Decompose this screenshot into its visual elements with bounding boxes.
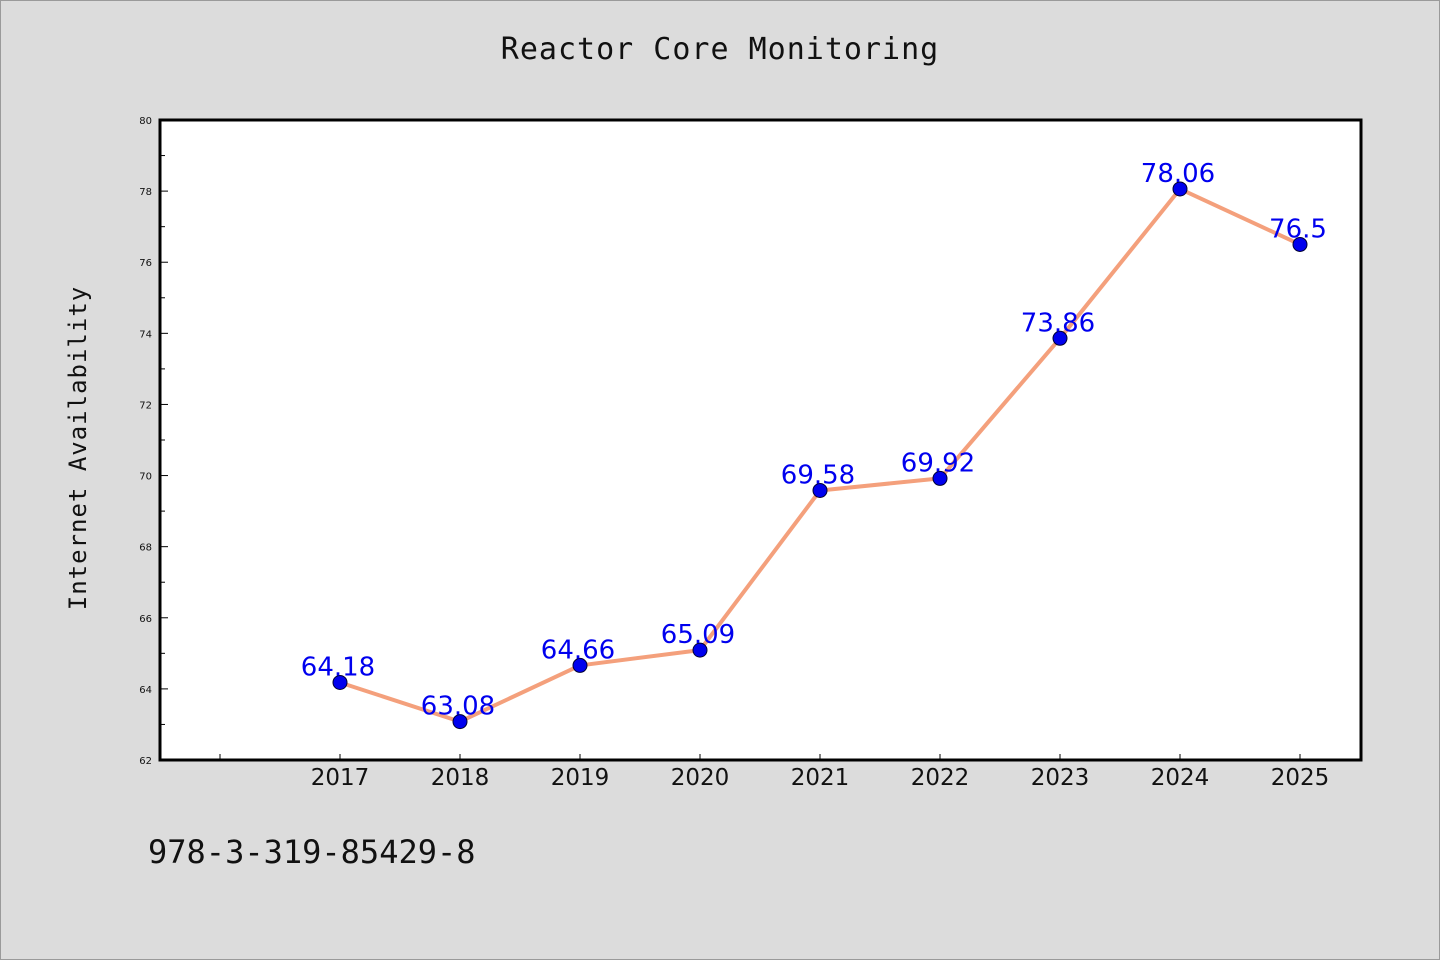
x-tick-label: 2021 <box>791 765 850 791</box>
data-point <box>1052 330 1068 346</box>
chart-title: Reactor Core Monitoring <box>500 32 940 67</box>
y-tick-label: 70 <box>139 472 152 483</box>
y-tick-label: 64 <box>139 685 152 696</box>
y-tick-label: 74 <box>139 329 152 340</box>
data-point <box>332 674 348 690</box>
x-tick-label: 2025 <box>1271 765 1330 791</box>
data-point <box>572 657 588 673</box>
x-tick-label: 2019 <box>551 765 610 791</box>
x-tick-label: 2023 <box>1031 765 1090 791</box>
data-label: 69.58 <box>781 460 855 490</box>
plot-area <box>158 118 1363 762</box>
data-label: 76.5 <box>1269 214 1327 244</box>
y-axis-label: Internet Availability <box>64 286 92 610</box>
x-axis: 2017 2018 2019 2020 2021 2022 2023 2024 2025 <box>219 754 1330 791</box>
y-tick-label: 68 <box>139 543 152 554</box>
data-label: 65.09 <box>661 620 735 650</box>
data-label: 64.66 <box>541 635 615 665</box>
y-axis: 62 64 66 68 70 72 74 76 78 80 <box>139 116 168 767</box>
data-point <box>1292 236 1308 252</box>
x-tick-label: 2017 <box>311 765 370 791</box>
data-label: 78.06 <box>1141 159 1215 189</box>
data-label: 69.92 <box>901 448 975 478</box>
x-tick-label: 2018 <box>431 765 490 791</box>
x-tick-label: 2020 <box>671 765 730 791</box>
x-tick-label: 2022 <box>911 765 970 791</box>
data-label: 64.18 <box>301 652 375 682</box>
y-tick-label: 80 <box>139 116 152 127</box>
data-point <box>1172 181 1188 197</box>
y-tick-label: 62 <box>139 756 152 767</box>
data-label: 63.08 <box>421 692 495 722</box>
data-point <box>452 714 468 730</box>
data-point <box>932 470 948 486</box>
data-point <box>812 482 828 498</box>
data-label: 73.86 <box>1021 308 1095 338</box>
data-label-group: 64.18 63.08 64.66 65.09 69.58 69.92 73.86 78.06… <box>301 159 1327 722</box>
y-tick-label: 78 <box>139 187 152 198</box>
y-tick-label: 76 <box>139 258 152 269</box>
data-point <box>692 642 708 658</box>
x-tick-label: 2024 <box>1151 765 1210 791</box>
footer-code: 978-3-319-85429-8 <box>148 833 476 871</box>
series-line-group <box>332 181 1308 730</box>
y-tick-label: 66 <box>139 614 152 625</box>
y-tick-label: 72 <box>139 400 152 411</box>
